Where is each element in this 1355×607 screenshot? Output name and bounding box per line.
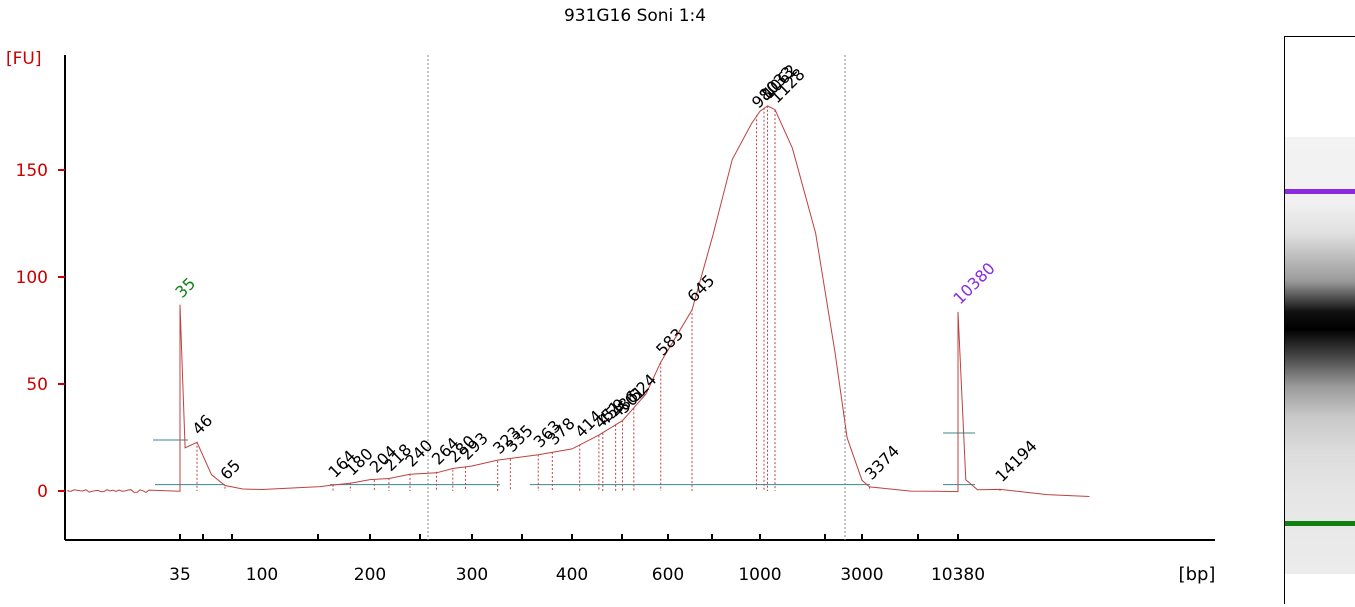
peak-label: 10380 (949, 259, 998, 308)
upper-marker-band (1285, 189, 1355, 194)
x-tick-label: 3000 (840, 565, 883, 585)
electropherogram-trace (67, 105, 1090, 497)
x-axis-label: [bp] (1179, 564, 1216, 585)
axes: [FU] 0 50 100 150 [bp] 35 100 200 300 400 600 1000 30… (6, 49, 1215, 585)
y-axis-label: [FU] (6, 49, 42, 69)
peak-label: 35 (171, 274, 199, 302)
y-tick-label: 150 (16, 161, 48, 181)
y-tick-label: 50 (26, 375, 48, 395)
peak-label: 583 (652, 324, 687, 359)
chart-title: 931G16 Soni 1:4 (563, 6, 707, 26)
gel-band-gradient (1285, 137, 1355, 574)
x-tick-label: 1000 (738, 565, 781, 585)
y-tick-label: 0 (37, 482, 48, 502)
x-tick-label: 100 (246, 565, 278, 585)
x-tick-label: 10380 (931, 565, 985, 585)
peak-label: 1128 (766, 65, 808, 107)
x-tick-label: 600 (652, 565, 684, 585)
gel-lane (1284, 36, 1355, 604)
x-tick-label: 200 (354, 565, 386, 585)
peak-label: 65 (216, 456, 244, 484)
x-tick-label: 400 (556, 565, 588, 585)
x-tick-label: 35 (169, 565, 191, 585)
peak-label: 645 (683, 271, 718, 306)
peak-label: 3374 (861, 441, 903, 483)
trace-layer (67, 105, 1090, 497)
lower-marker-band (1285, 521, 1355, 526)
peak-label: 14194 (991, 436, 1040, 485)
electropherogram-chart: [FU] 0 50 100 150 [bp] 35 100 200 300 400 600 1000 30… (6, 49, 1215, 585)
peak-label: 46 (188, 411, 216, 439)
peak-dropline-group (196, 105, 1001, 491)
x-tick-label: 300 (456, 565, 488, 585)
y-tick-label: 100 (16, 268, 48, 288)
